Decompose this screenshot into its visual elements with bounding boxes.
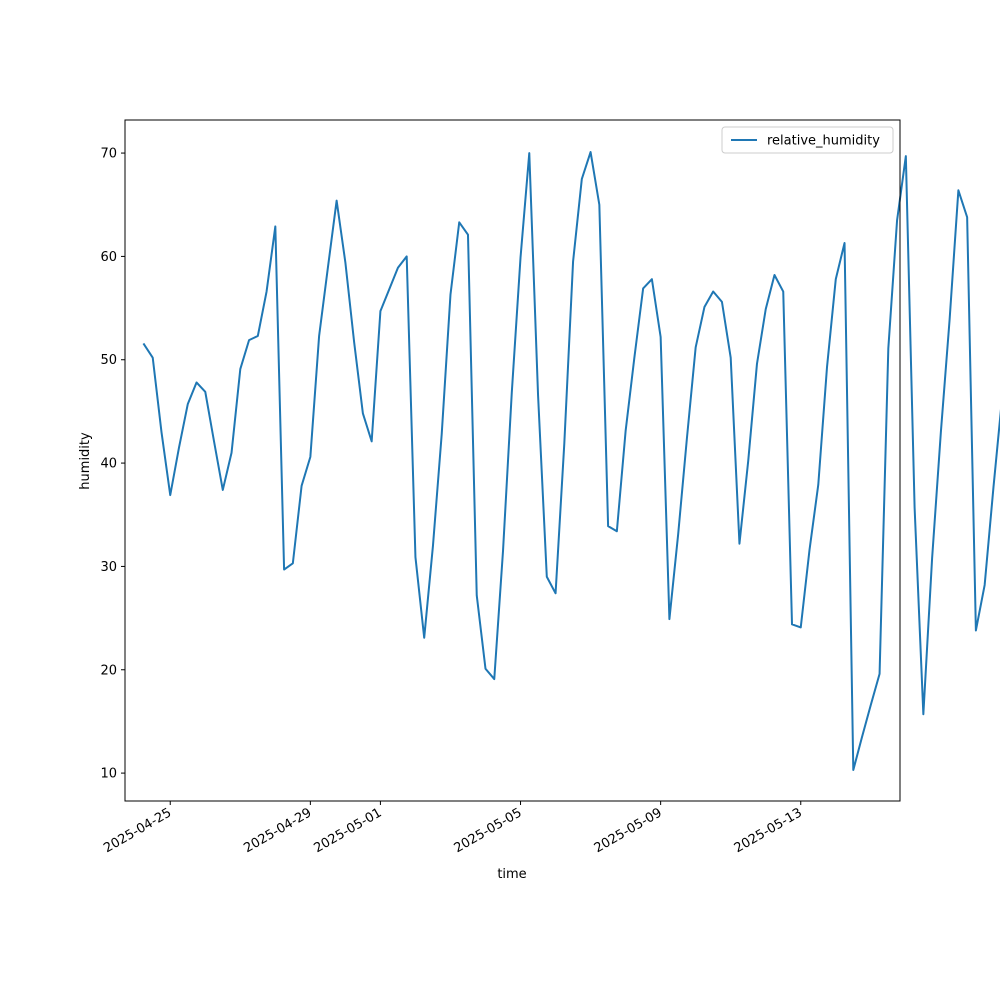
y-tick-label: 50: [100, 353, 117, 368]
legend-box: [721, 126, 894, 154]
x-axis-label: time: [497, 867, 526, 882]
y-tick-label: 60: [100, 250, 117, 265]
y-tick-label: 40: [100, 457, 117, 472]
y-tick-label: 20: [100, 663, 117, 678]
y-tick-label: 30: [100, 560, 117, 575]
y-tick-label: 10: [100, 767, 117, 782]
series-line-relative_humidity: [142, 151, 1000, 771]
legend-label: relative_humidity: [767, 134, 880, 149]
legend: relative_humidity: [721, 126, 894, 154]
series-layer: [142, 151, 1000, 771]
y-tick-label: 70: [100, 147, 117, 162]
y-axis-label: humidity: [78, 432, 93, 490]
plot-area-frame: [124, 119, 901, 802]
